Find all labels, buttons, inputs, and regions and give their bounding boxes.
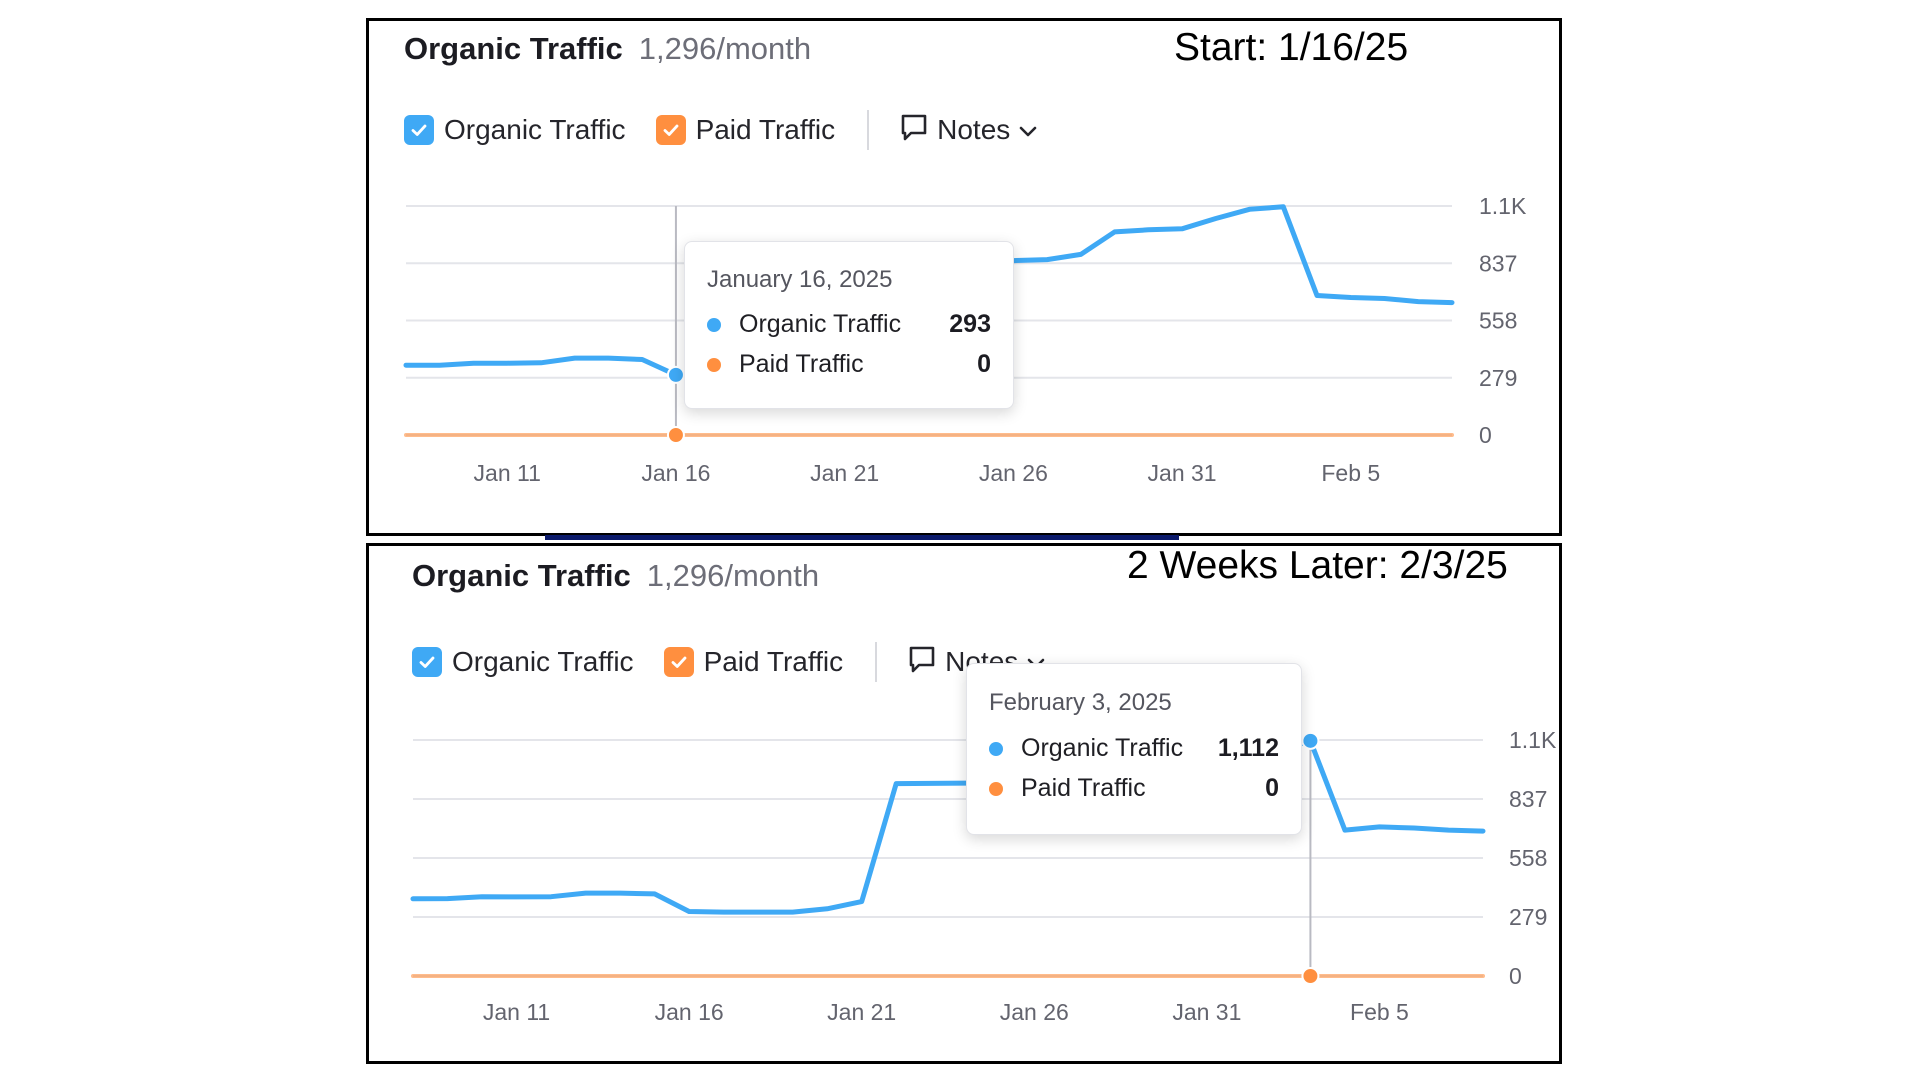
line-chart[interactable]: 0 279 558 837 1.1K Jan 11 Jan 16 Jan 21 Jan 26 Ja… bbox=[369, 21, 1559, 533]
legend-paid-toggle[interactable]: Paid Traffic bbox=[663, 646, 844, 678]
tooltip-paid-value: 0 bbox=[1265, 774, 1279, 802]
x-tick-label: Jan 31 bbox=[1172, 999, 1241, 1025]
x-tick-label: Jan 11 bbox=[483, 999, 550, 1025]
legend-organic-toggle[interactable]: Organic Traffic bbox=[412, 646, 634, 678]
x-tick-label: Jan 11 bbox=[474, 460, 541, 486]
y-tick-label: 1.1K bbox=[1509, 727, 1557, 753]
organic-dot-icon bbox=[989, 741, 1003, 756]
legend-paid-label: Paid Traffic bbox=[703, 646, 844, 677]
tooltip-organic-value: 293 bbox=[949, 310, 991, 338]
chart-panel-start: Organic Traffic 1,296/month Start: 1/16/… bbox=[366, 18, 1562, 536]
x-tick-label: Jan 26 bbox=[1000, 999, 1069, 1025]
tooltip-paid-name: Paid Traffic bbox=[739, 350, 864, 378]
tooltip-row-organic: Organic Traffic bbox=[707, 310, 901, 339]
organic-traffic-line bbox=[410, 738, 1486, 915]
y-tick-label: 1.1K bbox=[1479, 193, 1527, 219]
y-tick-label: 558 bbox=[1479, 308, 1517, 334]
comment-icon bbox=[907, 644, 937, 681]
checkbox-checked-icon[interactable] bbox=[655, 115, 686, 145]
tooltip-paid-name: Paid Traffic bbox=[1021, 774, 1146, 802]
legend-divider bbox=[875, 642, 878, 682]
legend: Organic Traffic Paid Traffic Notes bbox=[404, 110, 1038, 150]
tooltip-organic-value: 1,112 bbox=[1217, 734, 1279, 762]
organic-highlight-point bbox=[666, 365, 685, 384]
y-tick-label: 0 bbox=[1479, 422, 1492, 448]
tooltip-paid-value: 0 bbox=[977, 350, 991, 378]
x-tick-label: Jan 16 bbox=[655, 999, 724, 1025]
y-tick-label: 0 bbox=[1509, 963, 1522, 989]
comment-icon bbox=[899, 112, 929, 149]
x-tick-label: Feb 5 bbox=[1321, 460, 1380, 486]
notes-label: Notes bbox=[937, 114, 1011, 145]
x-tick-label: Jan 26 bbox=[979, 460, 1048, 486]
panel-header: Organic Traffic 1,296/month bbox=[412, 558, 819, 594]
x-tick-label: Feb 5 bbox=[1350, 999, 1409, 1025]
legend-organic-label: Organic Traffic bbox=[444, 114, 626, 145]
panel-header: Organic Traffic 1,296/month bbox=[404, 31, 811, 67]
y-tick-label: 279 bbox=[1479, 365, 1517, 391]
y-tick-label: 837 bbox=[1509, 786, 1547, 812]
y-tick-label: 279 bbox=[1509, 904, 1547, 930]
tooltip-row-paid: Paid Traffic bbox=[989, 774, 1146, 803]
legend-organic-label: Organic Traffic bbox=[452, 646, 634, 677]
organic-dot-icon bbox=[707, 317, 721, 332]
paid-dot-icon bbox=[989, 781, 1003, 796]
legend-divider bbox=[867, 110, 870, 150]
legend-paid-label: Paid Traffic bbox=[695, 114, 836, 145]
notes-dropdown[interactable]: Notes bbox=[899, 112, 1038, 149]
x-tick-label: Jan 16 bbox=[641, 460, 710, 486]
later-annotation: 2 Weeks Later: 2/3/25 bbox=[1127, 544, 1508, 587]
start-annotation: Start: 1/16/25 bbox=[1174, 26, 1409, 69]
x-tick-label: Jan 31 bbox=[1148, 460, 1217, 486]
tooltip-organic-name: Organic Traffic bbox=[1021, 734, 1184, 762]
tooltip-organic-name: Organic Traffic bbox=[739, 310, 902, 338]
tooltip-date: February 3, 2025 bbox=[989, 689, 1172, 716]
paid-highlight-point bbox=[1301, 967, 1320, 985]
paid-highlight-point bbox=[666, 426, 685, 444]
chart-tooltip: February 3, 2025 Organic Traffic 1,112 P… bbox=[966, 663, 1302, 835]
checkbox-checked-icon[interactable] bbox=[663, 647, 694, 677]
tooltip-date: January 16, 2025 bbox=[707, 266, 893, 293]
header-title: Organic Traffic bbox=[412, 558, 631, 593]
panel-divider bbox=[545, 535, 1179, 540]
checkbox-checked-icon[interactable] bbox=[412, 647, 442, 677]
chevron-down-icon bbox=[1018, 114, 1038, 146]
legend-organic-toggle[interactable]: Organic Traffic bbox=[404, 114, 626, 146]
y-tick-label: 837 bbox=[1479, 250, 1517, 276]
tooltip-row-paid: Paid Traffic bbox=[707, 350, 864, 379]
chart-tooltip: January 16, 2025 Organic Traffic 293 Pai… bbox=[684, 241, 1014, 409]
chart-panel-later: Organic Traffic 1,296/month 2 Weeks Late… bbox=[366, 543, 1562, 1064]
x-tick-label: Jan 21 bbox=[810, 460, 879, 486]
paid-dot-icon bbox=[707, 357, 721, 372]
organic-highlight-point bbox=[1301, 731, 1320, 750]
header-value: 1,296/month bbox=[646, 558, 820, 593]
header-value: 1,296/month bbox=[638, 31, 812, 66]
checkbox-checked-icon[interactable] bbox=[404, 115, 434, 145]
x-tick-label: Jan 21 bbox=[827, 999, 896, 1025]
legend: Organic Traffic Paid Traffic Notes bbox=[412, 642, 1046, 682]
tooltip-row-organic: Organic Traffic bbox=[989, 734, 1183, 763]
line-chart[interactable]: 0 279 558 837 1.1K Jan 11 Jan 16 Jan 21 Jan 26 Ja… bbox=[369, 546, 1559, 1061]
legend-paid-toggle[interactable]: Paid Traffic bbox=[655, 114, 836, 146]
header-title: Organic Traffic bbox=[404, 31, 623, 66]
y-tick-label: 558 bbox=[1509, 845, 1547, 871]
